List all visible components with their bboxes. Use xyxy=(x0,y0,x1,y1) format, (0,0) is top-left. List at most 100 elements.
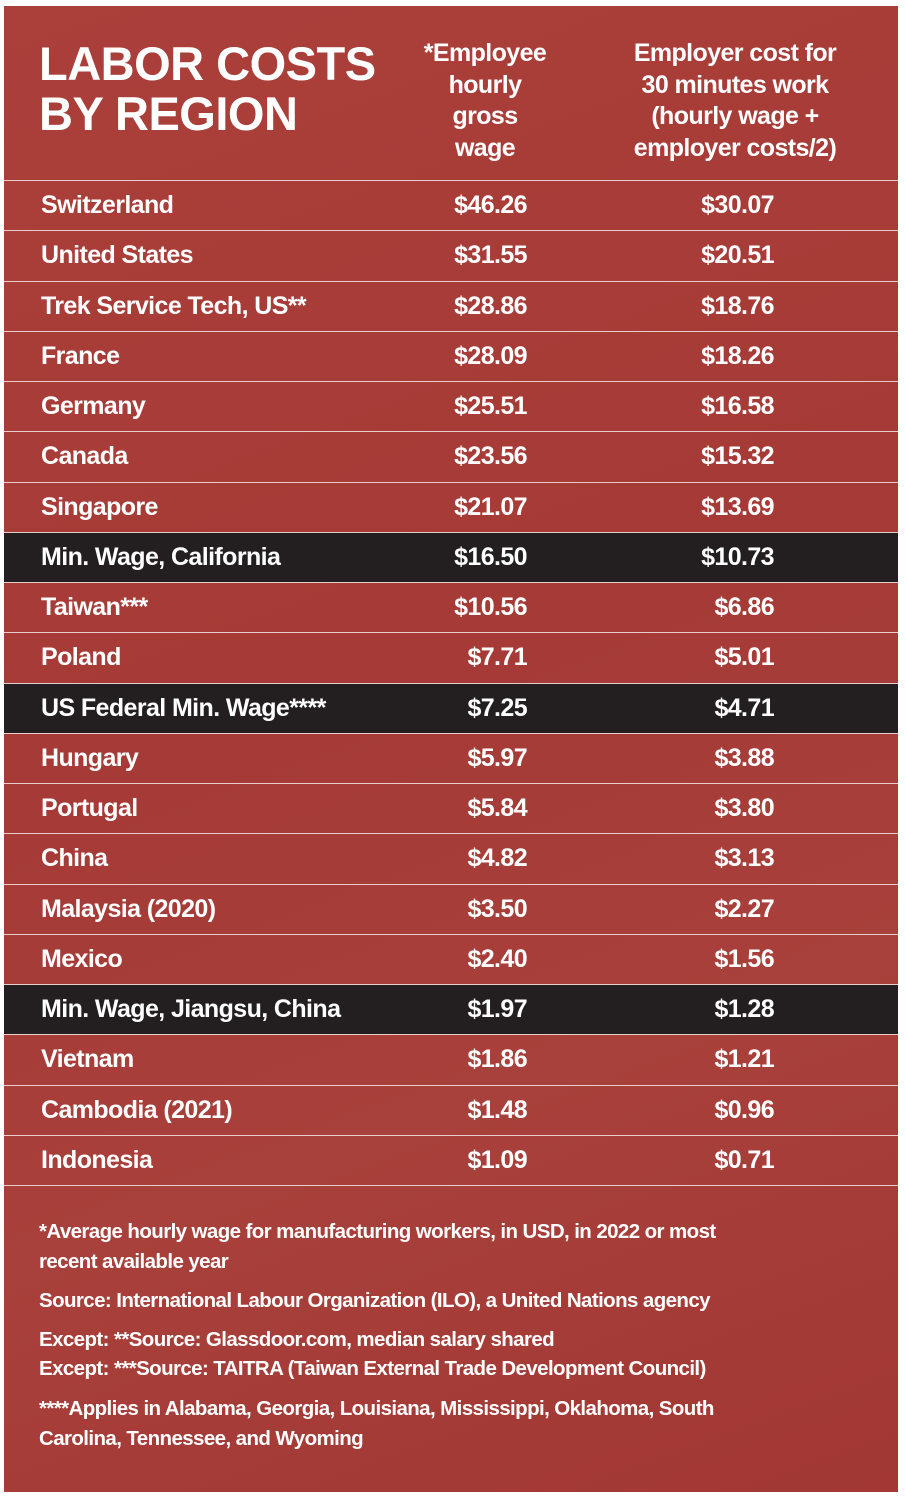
region-name: France xyxy=(41,341,120,370)
wage-value: $6.86 xyxy=(714,593,774,622)
wage-value: $21.07 xyxy=(454,492,527,521)
wage-value: $31.55 xyxy=(454,241,527,270)
table-row: Mexico $2.40 $1.56 xyxy=(4,935,898,984)
table-row: Min. Wage, Jiangsu, China $1.97 $1.28 xyxy=(4,985,898,1035)
wage-value: $13.69 xyxy=(701,492,774,521)
wage-value: $5.97 xyxy=(467,743,527,772)
region-name: Hungary xyxy=(41,743,139,772)
wage-value: $16.50 xyxy=(454,542,527,571)
table-row: Taiwan*** $10.56 $6.86 xyxy=(4,583,898,632)
region-name: Mexico xyxy=(41,944,123,973)
wage-value: $10.56 xyxy=(454,593,527,622)
wage-value: $30.07 xyxy=(701,191,774,219)
footnote: *Average hourly wage for manufacturing w… xyxy=(39,1220,716,1243)
table-row: Hungary $5.97 $3.88 xyxy=(4,734,898,783)
wage-value: $1.21 xyxy=(714,1045,774,1074)
wage-value: $7.71 xyxy=(467,643,527,672)
row-separator xyxy=(4,1034,898,1036)
wage-value: $46.26 xyxy=(454,191,527,219)
region-name: Min. Wage, California xyxy=(41,542,281,571)
wage-value: $28.09 xyxy=(454,341,527,370)
wage-value: $0.71 xyxy=(714,1145,774,1174)
row-separator xyxy=(4,732,898,734)
wage-value: $28.86 xyxy=(454,291,527,320)
wage-value: $2.27 xyxy=(714,894,774,923)
region-name: Cambodia (2021) xyxy=(41,1095,233,1124)
table-row: Singapore $21.07 $13.69 xyxy=(4,483,898,532)
table-row: US Federal Min. Wage**** $7.25 $4.71 xyxy=(4,683,898,733)
region-name: Vietnam xyxy=(41,1045,134,1074)
column-header: Employer cost for xyxy=(633,39,837,67)
column-header: hourly xyxy=(448,70,522,99)
wage-value: $10.73 xyxy=(701,542,774,571)
row-separator xyxy=(4,1134,898,1136)
region-name: Canada xyxy=(41,442,128,471)
row-separator xyxy=(4,1185,898,1187)
wage-value: $3.80 xyxy=(714,794,774,823)
row-separator xyxy=(4,431,898,433)
row-separator xyxy=(4,481,898,483)
table-row: Indonesia $1.09 $0.71 xyxy=(4,1136,898,1185)
wage-value: $18.26 xyxy=(701,341,774,370)
wage-value: $15.32 xyxy=(701,442,774,471)
table-row: Min. Wage, California $16.50 $10.73 xyxy=(4,532,898,582)
row-separator xyxy=(4,833,898,835)
table-row: Portugal $5.84 $3.80 xyxy=(4,784,898,833)
region-name: Poland xyxy=(41,643,121,672)
region-name: United States xyxy=(41,241,194,270)
wage-value: $20.51 xyxy=(701,241,774,270)
table-row: Germany $25.51 $16.58 xyxy=(4,382,898,431)
row-separator xyxy=(4,1084,898,1086)
column-header: wage xyxy=(454,133,516,162)
row-separator xyxy=(4,381,898,383)
footnote: recent available year xyxy=(39,1250,229,1273)
table-row: Poland $7.71 $5.01 xyxy=(4,633,898,682)
row-separator xyxy=(4,531,898,533)
wage-value: $1.48 xyxy=(467,1095,527,1124)
footnote: Except: **Source: Glassdoor.com, median … xyxy=(39,1328,555,1351)
column-header: gross xyxy=(452,102,518,130)
region-name: US Federal Min. Wage**** xyxy=(41,693,326,722)
row-separator xyxy=(4,230,898,232)
table-row: Trek Service Tech, US** $28.86 $18.76 xyxy=(4,282,898,331)
row-separator xyxy=(4,280,898,282)
region-name: China xyxy=(41,844,108,873)
wage-value: $1.86 xyxy=(467,1045,527,1074)
region-name: Germany xyxy=(41,392,146,421)
wage-value: $1.09 xyxy=(467,1145,527,1174)
row-separator xyxy=(4,783,898,785)
region-name: Indonesia xyxy=(41,1145,153,1174)
region-name: Malaysia (2020) xyxy=(41,894,216,923)
region-name: Trek Service Tech, US** xyxy=(41,291,307,320)
wage-value: $1.56 xyxy=(714,944,774,973)
row-separator xyxy=(4,883,898,885)
wage-value: $1.97 xyxy=(467,995,527,1024)
wage-value: $25.51 xyxy=(454,392,527,421)
footnote: ****Applies in Alabama, Georgia, Louisia… xyxy=(39,1397,714,1420)
table-row: Switzerland $46.26 $30.07 xyxy=(4,181,898,230)
column-header: *Employee xyxy=(423,39,547,67)
footnote: Except: ***Source: TAITRA (Taiwan Extern… xyxy=(39,1357,706,1380)
wage-value: $3.50 xyxy=(467,894,527,923)
wage-value: $5.01 xyxy=(714,643,774,672)
row-separator xyxy=(4,984,898,986)
wage-value: $3.88 xyxy=(714,743,774,772)
row-separator xyxy=(4,330,898,332)
column-header: employer costs/2) xyxy=(633,133,837,162)
footnote: Carolina, Tennessee, and Wyoming xyxy=(39,1427,364,1450)
wage-value: $2.40 xyxy=(467,944,527,973)
column-header: 30 minutes work xyxy=(641,70,830,99)
footnote: Source: International Labour Organizatio… xyxy=(39,1289,711,1312)
wage-value: $23.56 xyxy=(454,442,527,471)
panel xyxy=(4,6,898,1492)
wage-value: $18.76 xyxy=(701,291,774,320)
row-separator xyxy=(4,582,898,584)
table-row: Cambodia (2021) $1.48 $0.96 xyxy=(4,1086,898,1135)
row-separator xyxy=(4,632,898,634)
table-row: China $4.82 $3.13 xyxy=(4,834,898,883)
wage-value: $1.28 xyxy=(714,995,774,1024)
row-separator xyxy=(4,933,898,935)
title-line: LABOR COSTS xyxy=(39,37,376,90)
region-name: Switzerland xyxy=(41,191,174,219)
